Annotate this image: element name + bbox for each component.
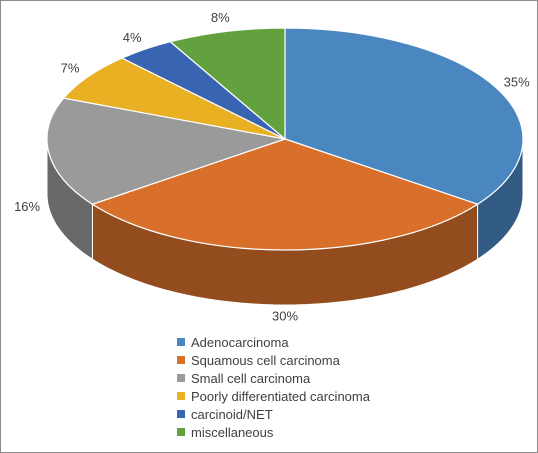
pie-slice [62,57,286,140]
legend-label: Adenocarcinoma [191,334,289,350]
legend-swatch [177,392,185,400]
pie-slice [169,27,286,141]
pie-chart: 35% 30% 16% 7% 4% 8% [14,10,530,323]
legend-swatch [177,410,185,418]
data-label: 7% [61,61,80,76]
pie-labels: 35% 30% 16% 7% 4% 8% [14,10,530,323]
legend: Adenocarcinoma Squamous cell carcinoma S… [177,333,477,441]
data-label: 4% [123,30,142,45]
pie-slice [284,27,524,205]
legend-item: miscellaneous [177,423,477,441]
legend-item: Poorly differentiated carcinoma [177,387,477,405]
data-label: 8% [211,10,230,25]
legend-swatch [177,338,185,346]
data-label: 16% [14,199,40,214]
legend-swatch [177,428,185,436]
legend-swatch [177,356,185,364]
data-label: 35% [504,74,530,89]
pie-slice [46,97,288,205]
pie-sides [46,138,524,306]
legend-label: Squamous cell carcinoma [191,352,340,368]
pie-slice [91,138,479,251]
data-label: 30% [272,308,298,323]
legend-item: Adenocarcinoma [177,333,477,351]
pie-top [46,27,524,251]
legend-item: carcinoid/NET [177,405,477,423]
legend-label: Poorly differentiated carcinoma [191,388,370,404]
legend-label: carcinoid/NET [191,406,273,422]
legend-item: Small cell carcinoma [177,369,477,387]
legend-swatch [177,374,185,382]
legend-label: miscellaneous [191,424,274,440]
legend-item: Squamous cell carcinoma [177,351,477,369]
legend-label: Small cell carcinoma [191,370,311,386]
